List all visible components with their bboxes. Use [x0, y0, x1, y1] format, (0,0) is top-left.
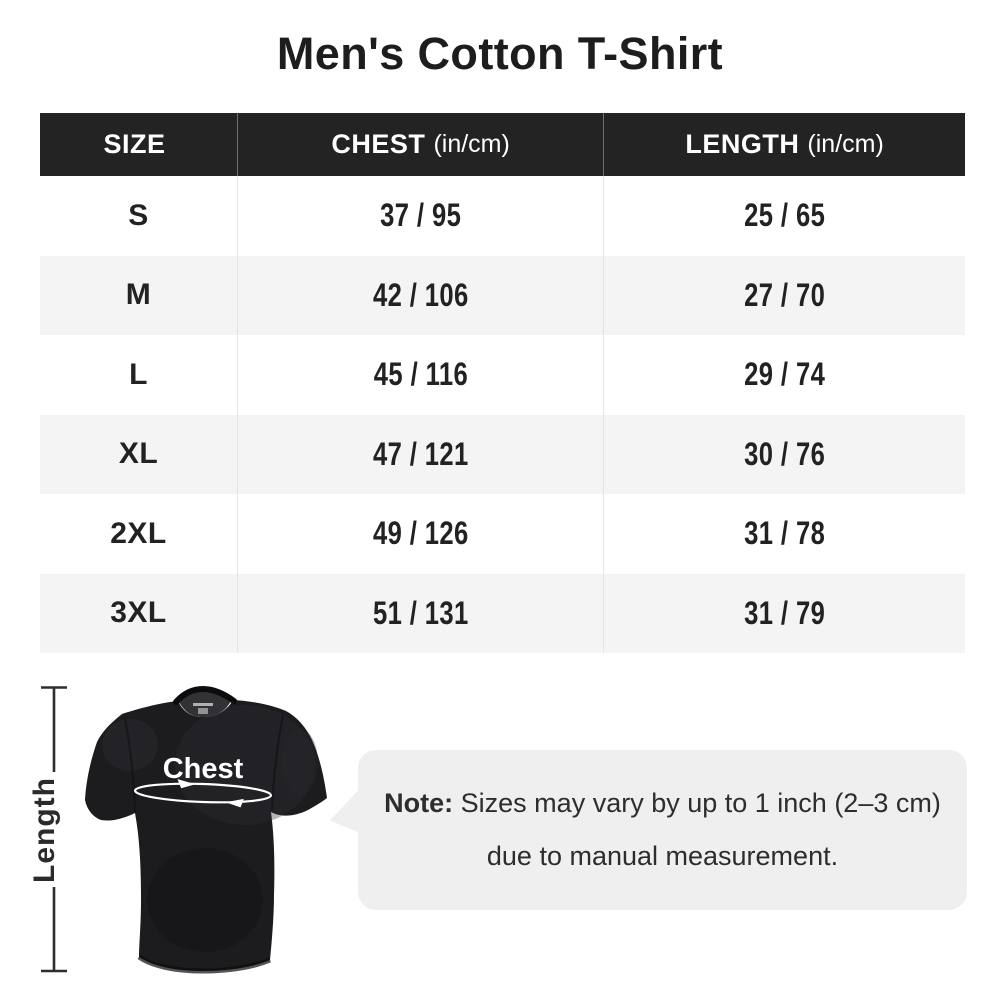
note-bubble: Note: Sizes may vary by up to 1 inch (2–… — [358, 750, 967, 910]
length-cell: 27 / 70 — [744, 276, 826, 313]
chest-cell: 42 / 106 — [237, 255, 605, 335]
chest-cell: 51 / 131 — [237, 573, 605, 653]
table-header-row: SIZE CHEST (in/cm) LENGTH (in/cm) — [40, 113, 965, 176]
header-length-unit: (in/cm) — [807, 130, 884, 158]
collar-tag — [193, 703, 213, 714]
note-text-1: Sizes may vary by up to 1 inch (2–3 cm) — [453, 788, 941, 818]
size-cell: 2XL — [110, 516, 167, 550]
size-cell: M — [125, 278, 152, 312]
chest-cell: 47 / 121 — [237, 414, 605, 494]
note-label: Note: — [384, 788, 454, 818]
page-title: Men's Cotton T-Shirt — [276, 28, 724, 79]
table-row: S 37 / 95 25 / 65 — [40, 176, 965, 256]
chest-arrow-ellipse-icon — [133, 779, 273, 808]
header-size: SIZE — [40, 113, 237, 176]
tshirt-image — [85, 685, 327, 974]
table-row: M 42 / 106 27 / 70 — [40, 255, 965, 335]
table-row: 2XL 49 / 126 31 / 78 — [40, 494, 965, 574]
header-length: LENGTH (in/cm) — [604, 113, 965, 176]
table-row: XL 47 / 121 30 / 76 — [40, 414, 965, 494]
table-row: 3XL 51 / 131 31 / 79 — [40, 573, 965, 653]
note-line-2: due to manual measurement. — [486, 841, 839, 871]
chest-label: Chest — [163, 753, 244, 785]
table-row: L 45 / 116 29 / 74 — [40, 335, 965, 415]
size-cell: XL — [118, 437, 159, 471]
length-cell: 29 / 74 — [744, 356, 826, 393]
header-chest: CHEST (in/cm) — [237, 113, 605, 176]
length-cell: 25 / 65 — [744, 197, 826, 234]
length-cell: 31 / 78 — [744, 515, 826, 552]
header-size-label: SIZE — [103, 129, 166, 159]
length-cell: 31 / 79 — [744, 594, 826, 631]
size-cell: S — [128, 198, 149, 232]
header-length-label: LENGTH — [685, 129, 800, 159]
header-chest-label: CHEST — [331, 129, 426, 159]
length-label: Length — [28, 777, 61, 883]
header-chest-unit: (in/cm) — [433, 130, 510, 158]
size-cell: 3XL — [110, 596, 167, 630]
chest-cell: 49 / 126 — [237, 494, 605, 574]
size-table: SIZE CHEST (in/cm) LENGTH (in/cm) S 37 / 9… — [40, 113, 965, 653]
chest-cell: 37 / 95 — [237, 176, 605, 256]
length-arrow-icon — [41, 686, 67, 973]
chest-cell: 45 / 116 — [237, 335, 605, 415]
note-line-1: Note: Sizes may vary by up to 1 inch (2–… — [384, 777, 941, 830]
table-body: S 37 / 95 25 / 65 M 42 / 106 27 / 70 L 4… — [40, 176, 965, 653]
size-cell: L — [129, 357, 148, 391]
length-cell: 30 / 76 — [744, 435, 826, 472]
